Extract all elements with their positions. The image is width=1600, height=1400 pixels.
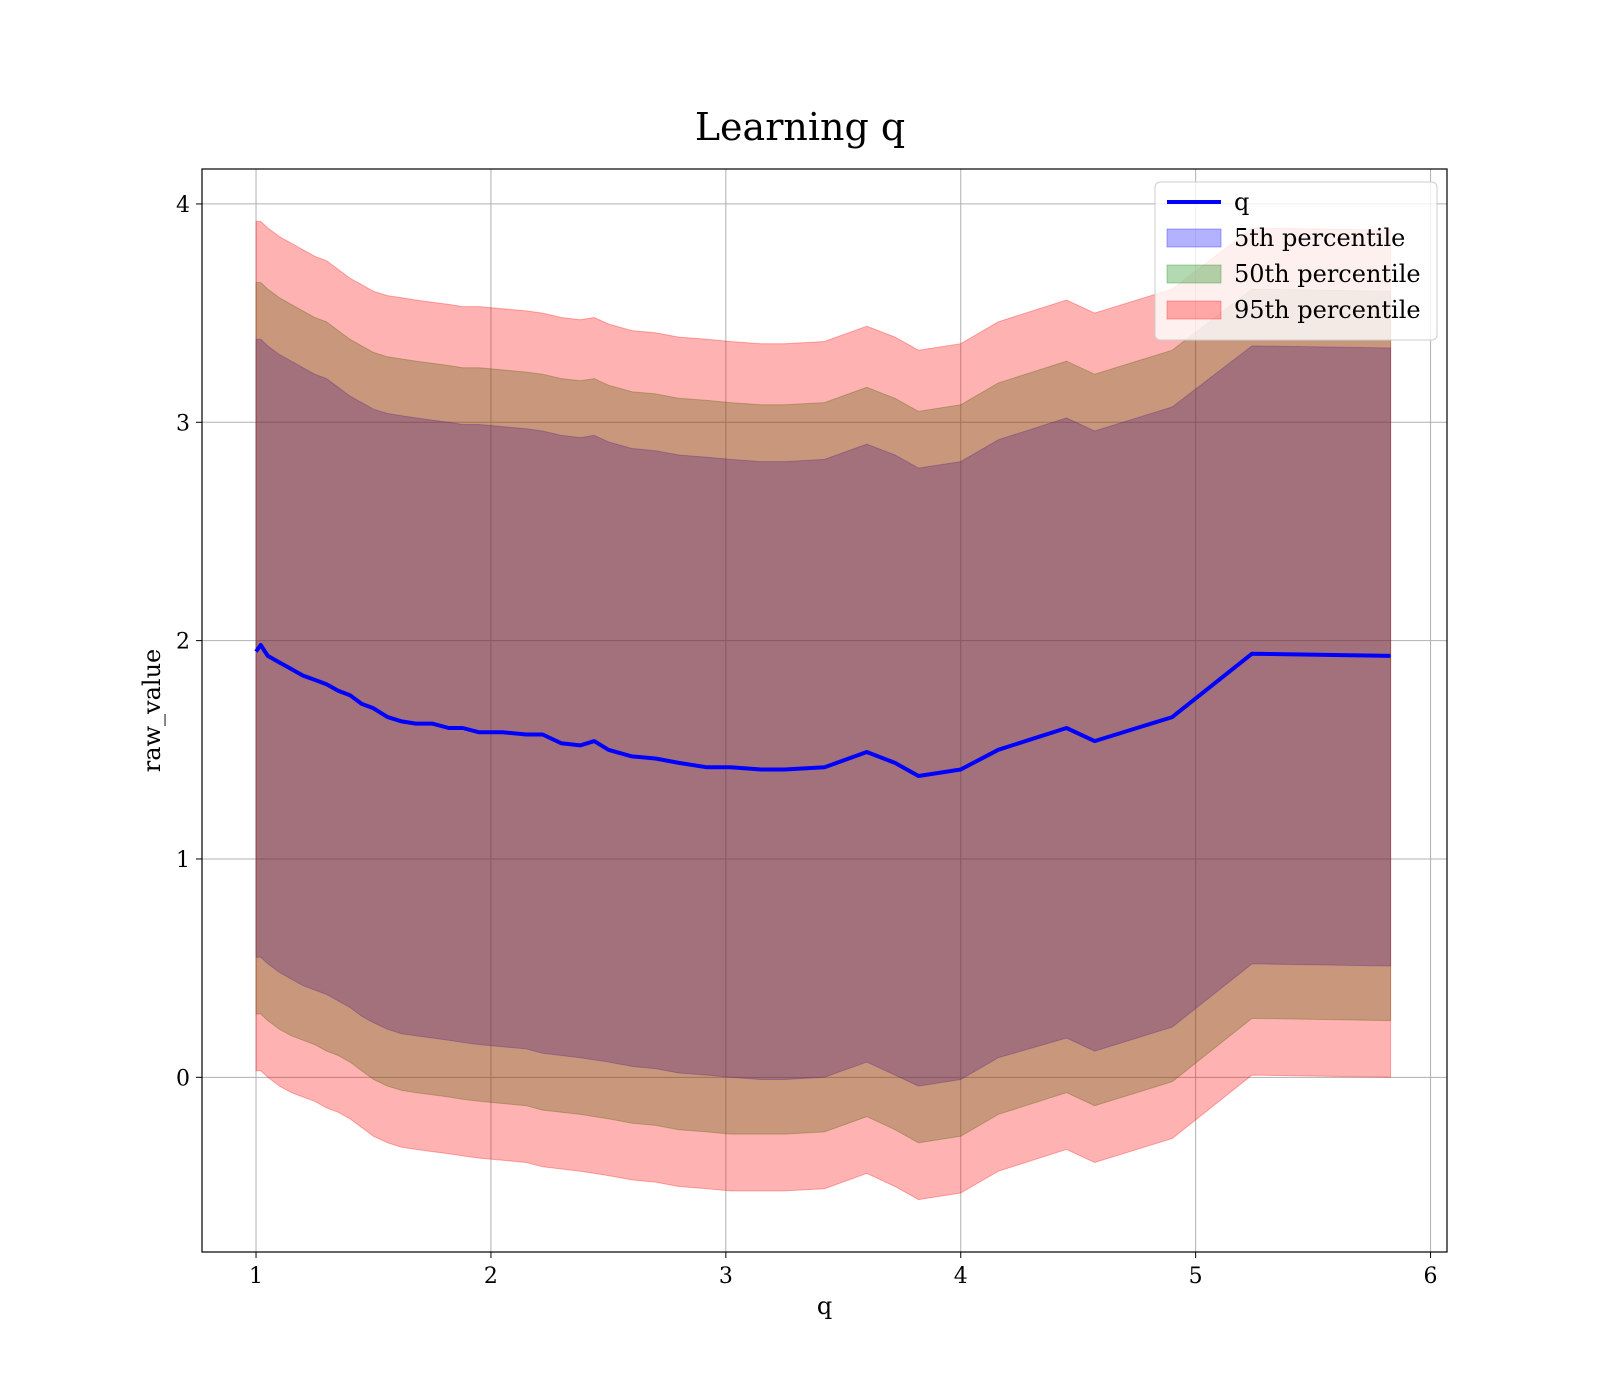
x-tick-label: 5 (1189, 1264, 1203, 1289)
legend-label: 50th percentile (1234, 260, 1421, 288)
legend-label: 95th percentile (1234, 296, 1421, 324)
legend-patch-swatch (1166, 228, 1222, 248)
x-tick-label: 2 (484, 1264, 498, 1289)
axis-ticks: 1 2 3 4 5 6 0 1 2 3 4 (176, 193, 1438, 1289)
y-tick-label: 0 (176, 1066, 190, 1091)
y-tick-label: 4 (176, 193, 190, 218)
x-tick-label: 6 (1424, 1264, 1438, 1289)
legend-label: q (1234, 188, 1249, 216)
legend: q 5th percentile 50th percentile 95th perce… (1154, 181, 1438, 341)
legend-entry: 50th percentile (1166, 260, 1421, 288)
legend-entry: 5th percentile (1166, 224, 1405, 252)
x-axis-label: q (817, 1292, 832, 1320)
y-tick-label: 1 (176, 848, 190, 873)
y-tick-label: 3 (176, 411, 190, 436)
band-5th-percentile (255, 338, 1392, 1087)
y-axis-label: raw_value (138, 649, 166, 773)
legend-box (1154, 181, 1438, 341)
series-line-q (254, 643, 1391, 778)
legend-label: 5th percentile (1234, 224, 1405, 252)
band-95th-percentile (255, 220, 1392, 1201)
legend-patch-swatch (1166, 300, 1222, 320)
x-tick-label: 1 (249, 1264, 263, 1289)
series-lines (254, 643, 1391, 778)
plot-frame (201, 168, 1448, 1253)
y-tick-label: 2 (176, 630, 190, 655)
legend-patch-swatch (1166, 264, 1222, 284)
x-tick-label: 3 (719, 1264, 733, 1289)
x-tick-label: 4 (954, 1264, 968, 1289)
chart-title: Learning q (695, 105, 905, 149)
legend-entry: q (1167, 188, 1249, 216)
legend-entry: 95th percentile (1166, 296, 1421, 324)
percentile-bands (255, 220, 1392, 1201)
band-50th-percentile (255, 282, 1392, 1144)
